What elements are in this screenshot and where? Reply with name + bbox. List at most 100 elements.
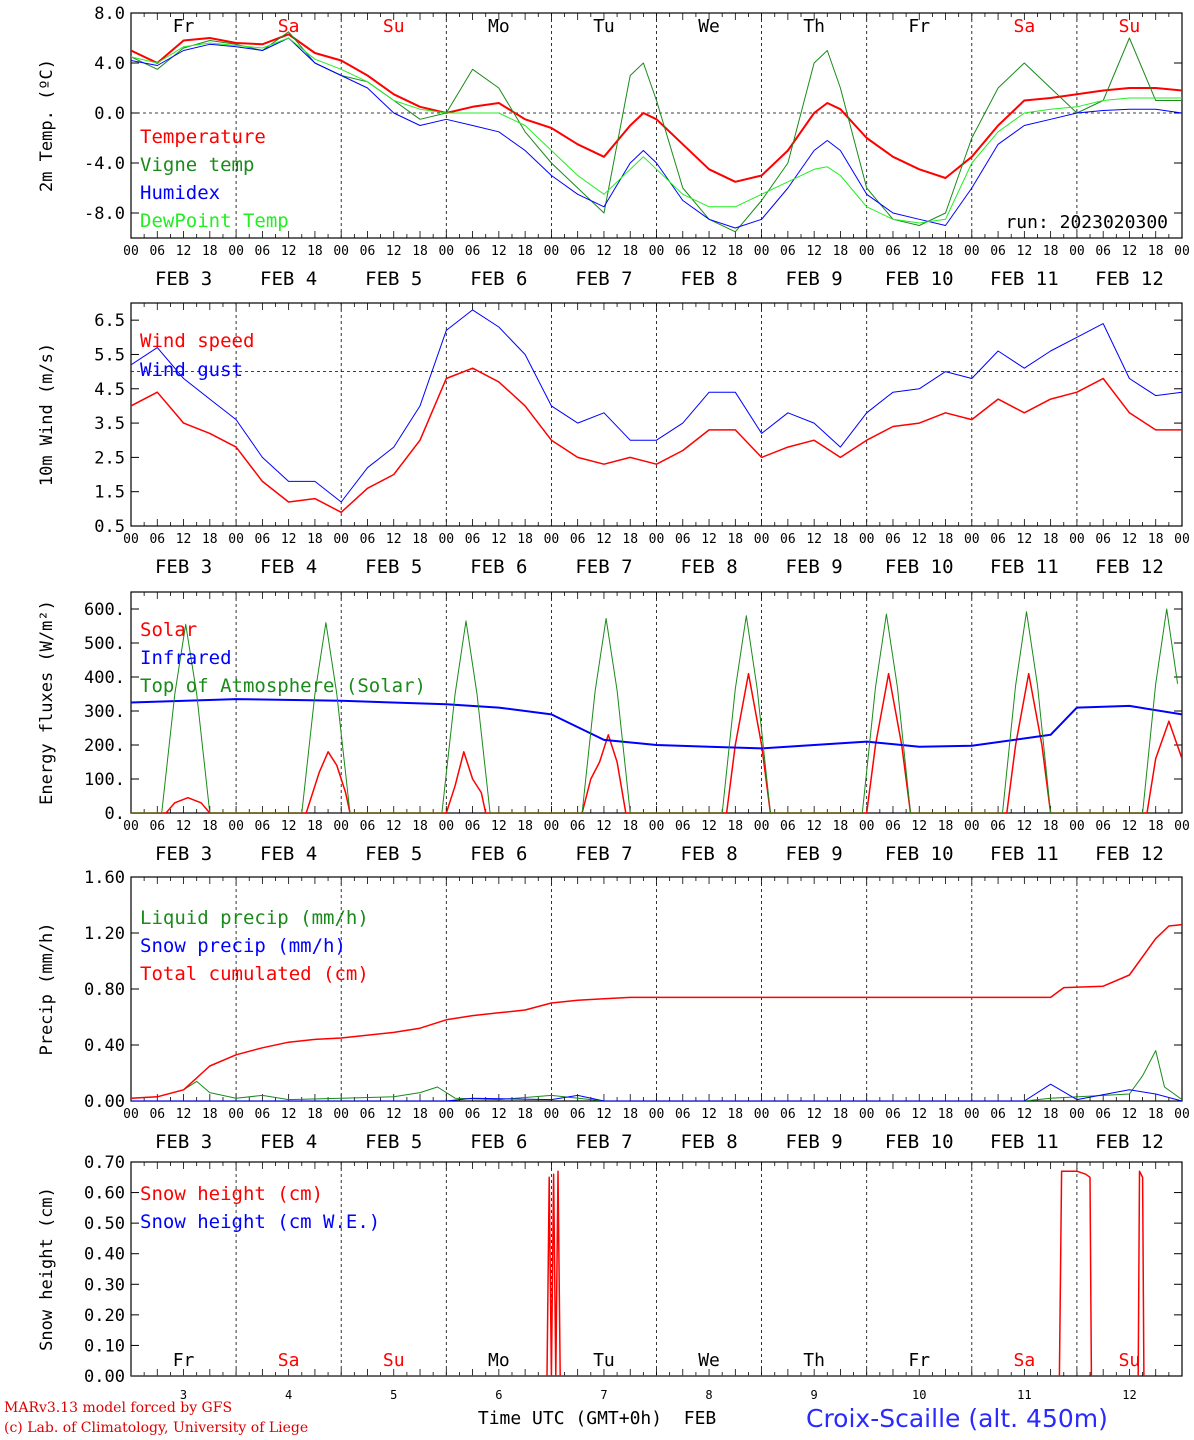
y-tick-label: 0.5	[94, 517, 125, 537]
hour-tick-label: 06	[990, 819, 1006, 834]
hour-tick-label: 06	[675, 819, 691, 834]
hour-tick-label: 06	[465, 532, 481, 547]
hour-tick-label: 18	[1148, 1107, 1164, 1122]
day-name: Fr	[908, 1350, 930, 1371]
date-label: FEB 12	[1095, 268, 1164, 290]
date-label: FEB 5	[365, 556, 422, 578]
hour-tick-label: 00	[123, 819, 139, 834]
panel-frame-2	[130, 302, 1183, 527]
y-tick-label: 5.5	[94, 345, 125, 365]
y-tick-label: 0.00	[84, 1092, 125, 1112]
y-tick-label: 3.5	[94, 414, 125, 434]
hour-tick-label: 06	[570, 244, 586, 259]
legend-entry: Snow precip (mm/h)	[140, 935, 346, 957]
series-line-lightgreen	[131, 37, 1182, 224]
hour-tick-label: 06	[885, 1107, 901, 1122]
series-line-red	[131, 672, 1182, 813]
hour-tick-label: 12	[491, 1107, 507, 1122]
day-name: Fr	[173, 1350, 195, 1371]
hour-tick-label: 12	[176, 819, 192, 834]
hour-tick-label: 12	[911, 532, 927, 547]
y-tick-label: 300.	[84, 702, 125, 722]
legend-entry: Liquid precip (mm/h)	[140, 907, 369, 929]
date-label: FEB 10	[885, 1131, 954, 1153]
hour-tick-label: 06	[675, 244, 691, 259]
y-tick-label: 0.60	[84, 1184, 125, 1204]
hour-tick-label: 18	[938, 1107, 954, 1122]
hour-tick-label: 00	[228, 1107, 244, 1122]
hour-tick-label: 00	[649, 532, 665, 547]
hour-tick-label: 06	[675, 1107, 691, 1122]
hour-tick-label: 18	[202, 819, 218, 834]
hour-tick-label: 00	[1069, 1107, 1085, 1122]
hour-tick-label: 12	[1122, 1107, 1138, 1122]
model-credit: MARv3.13 model forced by GFS	[4, 1400, 233, 1416]
hour-tick-label: 06	[885, 819, 901, 834]
hour-tick-label: 18	[833, 819, 849, 834]
hour-tick-label: 18	[833, 1107, 849, 1122]
y-tick-label: 1.20	[84, 924, 125, 944]
date-label: FEB 10	[885, 268, 954, 290]
hour-tick-label: 06	[255, 244, 271, 259]
hour-tick-label: 06	[885, 532, 901, 547]
hour-tick-label: 12	[701, 244, 717, 259]
hour-tick-label: 06	[780, 532, 796, 547]
hour-tick-label: 00	[1069, 532, 1085, 547]
day-name: Mo	[488, 16, 510, 37]
date-label: FEB 3	[155, 843, 212, 865]
day-name: Th	[803, 16, 825, 37]
hour-tick-label: 18	[517, 1107, 533, 1122]
day-number: 6	[495, 1388, 502, 1402]
date-label: FEB 10	[885, 556, 954, 578]
hour-tick-label: 00	[333, 532, 349, 547]
hour-tick-label: 00	[859, 819, 875, 834]
day-name: We	[698, 16, 720, 37]
hour-tick-label: 06	[780, 244, 796, 259]
day-number: 4	[285, 1388, 292, 1402]
hour-tick-label: 12	[596, 532, 612, 547]
hour-tick-label: 12	[386, 244, 402, 259]
hour-tick-label: 00	[544, 1107, 560, 1122]
day-name: Su	[1119, 1350, 1141, 1371]
legend-entry: Snow height (cm)	[140, 1183, 323, 1205]
hour-tick-label: 06	[255, 532, 271, 547]
hour-tick-label: 00	[649, 244, 665, 259]
hour-tick-label: 06	[990, 532, 1006, 547]
legend-entry: Infrared	[140, 647, 232, 669]
y-tick-label: 1.60	[84, 868, 125, 888]
day-name: Su	[1119, 16, 1141, 37]
day-number: 10	[912, 1388, 926, 1402]
date-label: FEB 8	[680, 268, 737, 290]
y-tick-label: 500.	[84, 634, 125, 654]
hour-tick-label: 12	[1122, 532, 1138, 547]
hour-tick-label: 06	[149, 532, 165, 547]
y-tick-label: 2.5	[94, 448, 125, 468]
y-tick-label: 8.0	[94, 4, 125, 24]
date-label: FEB 3	[155, 1131, 212, 1153]
hour-tick-label: 00	[1174, 819, 1190, 834]
hour-tick-label: 12	[281, 819, 297, 834]
hour-tick-label: 12	[1122, 819, 1138, 834]
hour-tick-label: 12	[176, 244, 192, 259]
day-name: Mo	[488, 1350, 510, 1371]
date-label: FEB 6	[470, 843, 527, 865]
hour-tick-label: 06	[570, 819, 586, 834]
hour-tick-label: 18	[412, 244, 428, 259]
date-label: FEB 5	[365, 1131, 422, 1153]
date-label: FEB 11	[990, 843, 1059, 865]
hour-tick-label: 06	[465, 244, 481, 259]
y-tick-label: 0.00	[84, 1367, 125, 1387]
y-tick-label: 0.40	[84, 1245, 125, 1265]
hour-tick-label: 06	[360, 819, 376, 834]
y-tick-label: 0.40	[84, 1036, 125, 1056]
run-annotation: run: 2023020300	[1005, 212, 1168, 233]
day-number: 12	[1122, 1388, 1136, 1402]
hour-tick-label: 06	[360, 1107, 376, 1122]
date-label: FEB 7	[575, 556, 632, 578]
hour-tick-label: 12	[386, 1107, 402, 1122]
series-line-red	[131, 923, 1182, 1099]
y-tick-label: -8.0	[84, 204, 125, 224]
hour-tick-label: 12	[386, 819, 402, 834]
hour-tick-label: 06	[255, 819, 271, 834]
hour-tick-label: 18	[1043, 532, 1059, 547]
